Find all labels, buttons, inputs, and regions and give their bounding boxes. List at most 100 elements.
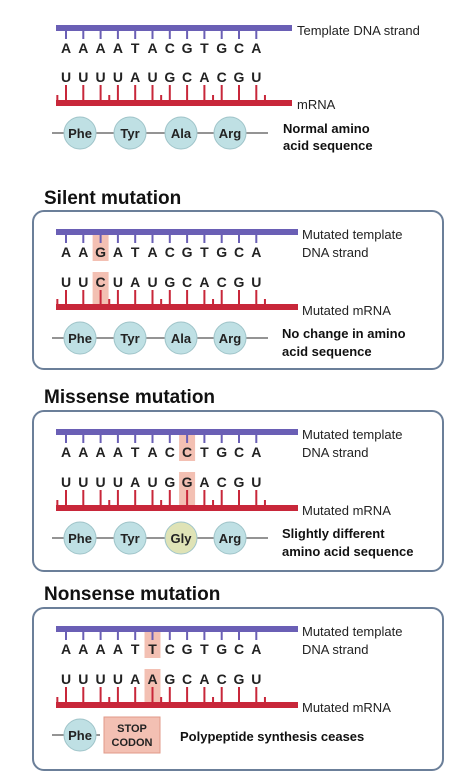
template-base: A bbox=[96, 444, 106, 460]
mrna-base: U bbox=[61, 474, 71, 490]
amino-acid-label: Tyr bbox=[120, 331, 139, 346]
missense-mutation-title: Missense mutation bbox=[44, 387, 216, 408]
mrna-base: U bbox=[113, 274, 123, 290]
amino-acid-label: Ala bbox=[171, 126, 192, 141]
amino-acid-label: Ala bbox=[171, 331, 192, 346]
template-base: A bbox=[113, 40, 123, 56]
template-label: Mutated template bbox=[302, 227, 402, 242]
template-base: T bbox=[200, 444, 209, 460]
mrna-base: C bbox=[182, 671, 192, 687]
template-base: A bbox=[78, 40, 88, 56]
result-note: No change in amino bbox=[282, 326, 406, 341]
mrna-base: A bbox=[130, 474, 140, 490]
amino-acid-circle bbox=[164, 521, 198, 555]
mrna-base: G bbox=[234, 474, 245, 490]
amino-acid-circle bbox=[113, 116, 147, 150]
mrna-base: U bbox=[61, 671, 71, 687]
mrna-base: G bbox=[234, 671, 245, 687]
stop-codon-label: STOP bbox=[117, 723, 147, 735]
amino-acid-circle bbox=[63, 718, 97, 752]
template-base: G bbox=[182, 40, 193, 56]
mrna-backbone bbox=[56, 100, 292, 106]
template-base: C bbox=[234, 40, 244, 56]
amino-acid-label: Phe bbox=[68, 331, 92, 346]
stop-codon-box bbox=[103, 716, 161, 754]
mrna-base: C bbox=[96, 274, 106, 290]
result-note: Normal amino bbox=[283, 121, 370, 136]
mrna-mutation-highlight bbox=[179, 472, 196, 506]
template-base: A bbox=[96, 40, 106, 56]
template-base: A bbox=[113, 641, 123, 657]
mrna-backbone bbox=[56, 702, 298, 708]
mrna-backbone bbox=[56, 505, 298, 511]
mrna-base: A bbox=[130, 274, 140, 290]
mrna-base: G bbox=[182, 474, 193, 490]
amino-acid-label: Phe bbox=[68, 531, 92, 546]
mrna-base: U bbox=[113, 671, 123, 687]
template-base: C bbox=[234, 641, 244, 657]
result-note: Polypeptide synthesis ceases bbox=[180, 729, 364, 744]
template-base: A bbox=[61, 244, 71, 260]
template-base: A bbox=[113, 244, 123, 260]
template-label: Mutated template bbox=[302, 624, 402, 639]
template-base: C bbox=[165, 444, 175, 460]
template-label: Mutated template bbox=[302, 427, 402, 442]
mrna-label: Mutated mRNA bbox=[302, 503, 391, 518]
mrna-base: U bbox=[147, 274, 157, 290]
template-base: T bbox=[131, 444, 140, 460]
mrna-base: A bbox=[130, 69, 140, 85]
template-base: A bbox=[251, 444, 261, 460]
template-dna-backbone bbox=[56, 626, 298, 632]
template-base: A bbox=[147, 40, 157, 56]
mrna-base: U bbox=[78, 671, 88, 687]
amino-acid-circle bbox=[164, 116, 198, 150]
template-base: A bbox=[147, 244, 157, 260]
mrna-label: Mutated mRNA bbox=[302, 303, 391, 318]
template-base: A bbox=[78, 444, 88, 460]
template-base: C bbox=[165, 40, 175, 56]
template-base: C bbox=[165, 244, 175, 260]
amino-acid-circle bbox=[63, 321, 97, 355]
mrna-base: U bbox=[113, 474, 123, 490]
template-base: T bbox=[148, 641, 157, 657]
template-base: A bbox=[113, 444, 123, 460]
template-base: T bbox=[131, 40, 140, 56]
mrna-base: A bbox=[199, 69, 209, 85]
mrna-base: U bbox=[61, 69, 71, 85]
mrna-base: A bbox=[147, 671, 157, 687]
template-base: A bbox=[96, 641, 106, 657]
template-dna-backbone bbox=[56, 25, 292, 31]
mrna-base: C bbox=[217, 69, 227, 85]
result-note-line2: amino acid sequence bbox=[282, 544, 414, 559]
mrna-base: G bbox=[164, 671, 175, 687]
template-base: T bbox=[200, 40, 209, 56]
template-dna-backbone bbox=[56, 229, 298, 235]
mrna-base: G bbox=[234, 69, 245, 85]
nonsense-mutation-title: Nonsense mutation bbox=[44, 584, 221, 605]
mrna-base: U bbox=[113, 69, 123, 85]
mrna-base: G bbox=[164, 274, 175, 290]
mrna-base: A bbox=[130, 671, 140, 687]
amino-acid-label: Phe bbox=[68, 126, 92, 141]
mrna-label: mRNA bbox=[297, 97, 336, 112]
mrna-mutation-highlight bbox=[144, 669, 161, 703]
amino-acid-circle bbox=[113, 321, 147, 355]
mrna-base: U bbox=[78, 274, 88, 290]
template-base: G bbox=[216, 40, 227, 56]
amino-acid-circle bbox=[164, 321, 198, 355]
template-base: G bbox=[216, 444, 227, 460]
mrna-base: G bbox=[164, 474, 175, 490]
template-base: T bbox=[131, 244, 140, 260]
amino-acid-circle bbox=[63, 521, 97, 555]
amino-acid-label: Gly bbox=[171, 531, 193, 546]
result-note-line2: acid sequence bbox=[283, 138, 373, 153]
mrna-base: C bbox=[217, 474, 227, 490]
template-base: G bbox=[182, 641, 193, 657]
mrna-base: A bbox=[199, 671, 209, 687]
template-base: A bbox=[251, 244, 261, 260]
template-mutation-highlight bbox=[92, 234, 109, 261]
mrna-mutation-highlight bbox=[92, 272, 109, 305]
mrna-label: Mutated mRNA bbox=[302, 700, 391, 715]
